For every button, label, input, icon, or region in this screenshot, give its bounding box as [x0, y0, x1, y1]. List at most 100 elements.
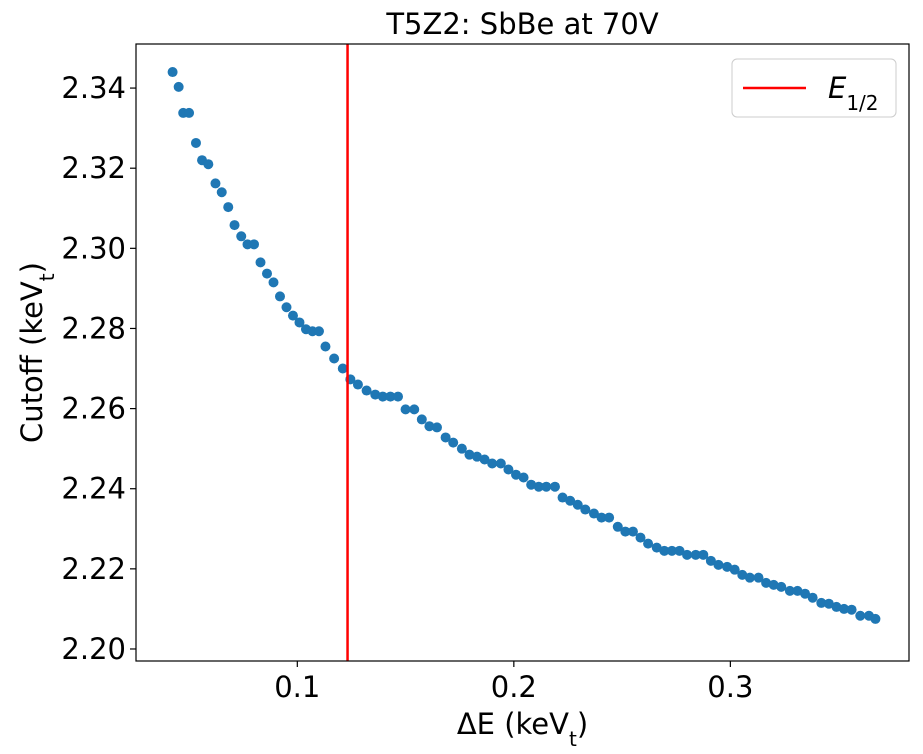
data-point [776, 581, 787, 592]
data-point [313, 326, 324, 337]
data-point [216, 187, 227, 198]
y-tick-label: 2.22 [61, 552, 126, 586]
data-point [800, 588, 811, 599]
data-point [557, 492, 568, 503]
data-point [761, 577, 772, 588]
data-point [409, 404, 420, 415]
data-point [352, 379, 363, 390]
data-point [210, 178, 221, 189]
data-point [659, 545, 670, 556]
data-point [737, 569, 748, 580]
data-point [249, 239, 260, 250]
data-point [184, 107, 195, 118]
data-point [337, 363, 348, 374]
x-tick-label: 0.2 [491, 670, 537, 704]
x-axis-ticks: 0.1 0.2 0.3 [274, 661, 753, 704]
data-point [580, 504, 591, 515]
x-axis-label-close: ) [577, 707, 588, 741]
data-point [479, 454, 490, 465]
data-point [487, 458, 498, 469]
data-point [526, 479, 537, 490]
data-point [370, 389, 381, 400]
data-point [448, 437, 459, 448]
data-point [690, 549, 701, 560]
data-point [713, 559, 724, 570]
data-point [518, 472, 529, 483]
data-point [596, 512, 607, 523]
data-point [682, 549, 693, 560]
data-point [768, 579, 779, 590]
data-point [839, 603, 850, 614]
data-point [223, 202, 234, 213]
data-point [236, 231, 247, 242]
legend: E1/2 [731, 58, 897, 118]
data-point [651, 542, 662, 553]
data-point [287, 310, 298, 321]
data-point [792, 585, 803, 596]
x-tick-label: 0.3 [707, 670, 753, 704]
data-point [674, 545, 685, 556]
data-point [620, 526, 631, 537]
data-point [385, 391, 396, 402]
data-point [329, 353, 340, 364]
chart-title: T5Z2: SbBe at 70V [385, 7, 659, 41]
data-point [753, 572, 764, 583]
y-axis-label-sub: t [35, 273, 59, 281]
data-point [722, 561, 733, 572]
data-point [361, 385, 372, 396]
data-point [511, 469, 522, 480]
data-point [729, 564, 740, 575]
x-axis-label-main: ΔE (keV [457, 707, 569, 741]
data-point [572, 499, 583, 510]
data-point [855, 610, 866, 621]
data-point [831, 601, 842, 612]
data-point [167, 67, 178, 78]
data-point [320, 341, 331, 352]
data-point [698, 549, 709, 560]
data-point [823, 598, 834, 609]
data-point [541, 481, 552, 492]
data-point [643, 538, 654, 549]
data-point [281, 302, 292, 313]
data-point [400, 404, 411, 415]
y-tick-label: 2.20 [61, 632, 126, 666]
data-point [627, 526, 638, 537]
data-point [612, 521, 623, 532]
data-point [495, 458, 506, 469]
data-point [424, 421, 435, 432]
data-point [744, 572, 755, 583]
data-point [816, 597, 827, 608]
data-point [846, 604, 857, 615]
y-tick-label: 2.32 [61, 151, 126, 185]
data-point [705, 555, 716, 566]
data-point [464, 449, 475, 460]
data-points [167, 67, 881, 624]
y-axis-label: Cutoff (keVt) [15, 262, 59, 443]
legend-label-main: E [828, 71, 847, 105]
data-point [870, 613, 881, 624]
x-tick-label: 0.1 [274, 670, 320, 704]
data-point [533, 481, 544, 492]
data-point [416, 414, 427, 425]
data-point [456, 443, 467, 454]
data-point [274, 291, 285, 302]
data-point [604, 512, 615, 523]
data-point [588, 508, 599, 519]
data-point [294, 317, 305, 328]
data-point [203, 159, 214, 170]
data-point [431, 422, 442, 433]
legend-label: E1/2 [828, 71, 879, 115]
x-axis-label: ΔE (keVt) [457, 707, 588, 751]
data-point [472, 451, 483, 462]
data-point [190, 137, 201, 148]
y-tick-label: 2.26 [61, 392, 126, 426]
y-tick-label: 2.28 [61, 311, 126, 345]
data-point [268, 277, 279, 288]
data-point [503, 464, 514, 475]
data-point [666, 545, 677, 556]
data-point [807, 592, 818, 603]
y-tick-label: 2.34 [61, 71, 126, 105]
legend-box [731, 58, 897, 118]
y-axis-label-close: ) [15, 262, 49, 273]
